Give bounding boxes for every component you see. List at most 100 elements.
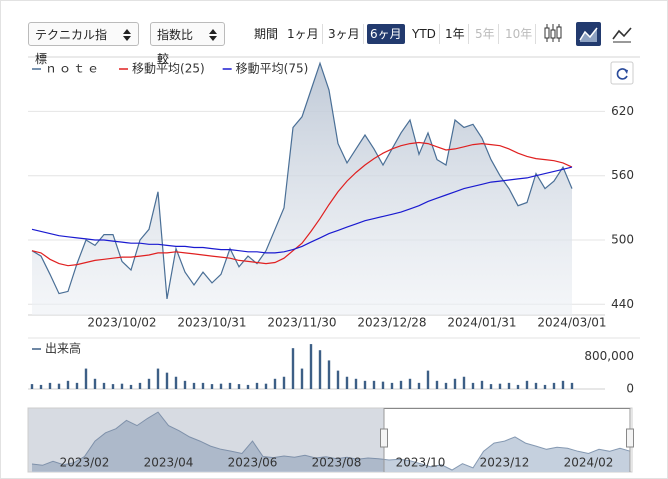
x-tick-label: 2024/01/31	[447, 316, 516, 330]
volume-bar	[381, 381, 385, 389]
series-line	[31, 166, 573, 254]
line-icon[interactable]	[611, 23, 633, 45]
volume-bar	[174, 376, 178, 389]
volume-bar	[372, 380, 376, 389]
volume-bar	[93, 378, 97, 389]
select-arrows	[209, 29, 217, 41]
handle-grip	[380, 428, 388, 448]
volume-bar	[39, 384, 43, 389]
select-arrows	[123, 29, 131, 41]
volume-bar	[255, 382, 259, 389]
x-tick-label: 2024/02	[564, 456, 614, 470]
compare-select[interactable]: 指数比較	[150, 22, 225, 66]
volume-bar	[417, 382, 421, 389]
period-button[interactable]: 6ヶ月	[367, 24, 405, 44]
volume-bar	[84, 368, 88, 389]
x-tick-label: 2023/10	[396, 456, 446, 470]
legend-label: 移動平均(25)	[132, 62, 205, 76]
volume-bar	[471, 382, 475, 389]
handle-grip	[626, 428, 634, 448]
volume-bar	[273, 378, 277, 389]
x-tick-label: 2023/11/30	[267, 316, 336, 330]
navigator-area	[32, 412, 631, 472]
volume-bar	[228, 382, 232, 389]
navigator-line	[31, 411, 631, 471]
area-icon[interactable]	[576, 22, 601, 46]
navigator-handle[interactable]	[380, 408, 388, 472]
y-tick-label: 500	[611, 233, 634, 247]
x-tick-label: 2023/12/28	[357, 316, 426, 330]
volume-bar	[354, 378, 358, 389]
volume-bar	[489, 384, 493, 389]
volume-bar	[435, 380, 439, 389]
navigator-handle[interactable]	[626, 408, 634, 472]
price-area	[32, 63, 572, 316]
volume-bar	[453, 378, 457, 389]
volume-bar	[111, 384, 115, 389]
y-tick-label: 560	[611, 168, 634, 182]
x-tick-label: 2023/06	[228, 456, 278, 470]
volume-bar	[327, 360, 331, 389]
volume-bar	[399, 380, 403, 389]
volume-bar	[309, 344, 313, 389]
legend-label: 移動平均(75)	[236, 62, 309, 76]
period-button: 10年	[502, 24, 537, 44]
x-tick-label: 2023/10/31	[177, 316, 246, 330]
navigator-mask	[28, 408, 384, 472]
volume-bar	[570, 382, 574, 389]
volume-bar	[552, 382, 556, 389]
volume-bar	[57, 383, 61, 389]
volume-bar	[561, 380, 565, 389]
period-button[interactable]: 1年	[442, 24, 469, 44]
volume-bar	[507, 382, 511, 389]
volume-bar	[165, 372, 169, 389]
volume-bar	[192, 382, 196, 389]
volume-bar	[426, 370, 430, 389]
volume-bar	[201, 382, 205, 389]
volume-bar	[345, 376, 349, 389]
technical-select[interactable]: テクニカル指標	[28, 22, 139, 66]
volume-bar	[120, 383, 124, 389]
volume-bar	[291, 348, 295, 389]
volume-bar	[462, 376, 466, 389]
volume-bar	[102, 382, 106, 389]
period-button: 5年	[472, 24, 499, 44]
volume-bar	[363, 380, 367, 389]
x-tick-label: 2023/04	[144, 456, 194, 470]
volume-bar	[66, 380, 70, 389]
volume-bar	[282, 376, 286, 389]
volume-bar	[264, 383, 268, 389]
volume-bar	[219, 383, 223, 389]
period-button[interactable]: 3ヶ月	[325, 24, 364, 44]
volume-bar	[129, 384, 133, 389]
x-tick-label: 2024/03/01	[537, 316, 606, 330]
period-button[interactable]: 1ヶ月	[284, 24, 323, 44]
technical-label: テクニカル指標	[35, 28, 108, 66]
volume-bar	[408, 378, 412, 389]
x-tick-label: 2023/10/02	[87, 316, 156, 330]
volume-bar	[147, 378, 151, 389]
x-tick-label: 2023/02	[60, 456, 110, 470]
volume-bar	[183, 380, 187, 389]
volume-bar	[30, 384, 34, 389]
volume-bar	[516, 384, 520, 389]
period-button[interactable]: YTD	[409, 24, 440, 44]
period-label: 期間	[254, 27, 279, 41]
y-tick-label: 800,000	[584, 349, 634, 363]
legend-label: ｎｏｔｅ	[45, 62, 101, 76]
volume-bar	[543, 384, 547, 389]
volume-bar	[444, 382, 448, 389]
volume-bar	[246, 384, 250, 389]
candle-icon[interactable]	[544, 24, 562, 42]
y-tick-label: 0	[626, 382, 634, 396]
y-tick-label: 620	[611, 104, 634, 118]
volume-bar	[210, 384, 214, 389]
volume-bar	[138, 382, 142, 389]
compare-label: 指数比較	[157, 28, 194, 66]
volume-bar	[534, 382, 538, 389]
volume-bar	[156, 368, 160, 389]
series-line	[31, 61, 573, 300]
volume-bar	[75, 382, 79, 389]
refresh-button[interactable]	[610, 61, 634, 85]
